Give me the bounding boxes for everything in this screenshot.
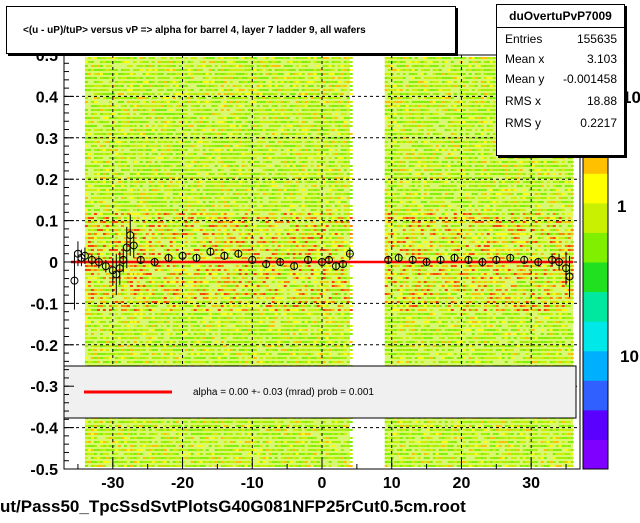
palette-swatch — [583, 173, 608, 204]
profile-point — [276, 258, 285, 266]
chart-title-box: <(u - uP)/tuP> versus vP => alpha for ba… — [6, 6, 456, 54]
profile-points — [70, 214, 574, 310]
profile-point — [318, 258, 326, 266]
palette-label-1: 1 — [617, 197, 626, 216]
y-tick-label: 0.4 — [36, 89, 58, 106]
profile-point — [478, 258, 487, 266]
y-tick-label: -0.2 — [30, 338, 58, 355]
y-tick-label: -0.4 — [30, 421, 58, 438]
profile-point — [450, 253, 459, 262]
palette-swatch — [583, 232, 608, 263]
profile-point — [192, 253, 201, 262]
profile-point — [94, 258, 103, 266]
profile-point — [436, 255, 445, 264]
profile-point — [331, 262, 340, 271]
profile-point — [262, 260, 271, 269]
palette-swatch — [583, 262, 608, 293]
x-tick-label: -10 — [241, 475, 264, 492]
stat-value: 0.2217 — [580, 116, 617, 130]
y-tick-label: 0.2 — [36, 172, 58, 189]
y-tick-label: 0.3 — [36, 131, 58, 148]
palette-swatch — [583, 321, 608, 352]
stats-box: duOvertuPvP7009 Entries 155635 Mean x 3.… — [496, 4, 625, 156]
x-tick-label: 10 — [383, 475, 401, 492]
palette-swatch — [583, 439, 608, 470]
palette-swatch — [583, 202, 608, 233]
stat-key: Mean x — [505, 52, 545, 66]
y-tick-label: -0.1 — [30, 296, 58, 313]
profile-point — [506, 253, 515, 262]
palette-label-10-top: 10 — [622, 88, 640, 107]
profile-point — [220, 251, 229, 260]
x-tick-label: 20 — [453, 475, 471, 492]
profile-point — [338, 260, 347, 269]
profile-point — [129, 241, 138, 250]
profile-point — [345, 249, 354, 258]
profile-point — [394, 253, 403, 262]
stat-row-rms-x: RMS x 18.88 — [505, 91, 617, 111]
palette-swatch — [583, 409, 608, 440]
palette-label-10: 10 — [620, 347, 639, 366]
y-tick-label: 0 — [49, 255, 58, 272]
chart-title: <(u - uP)/tuP> versus vP => alpha for ba… — [23, 25, 366, 36]
x-tick-label: -30 — [101, 475, 124, 492]
profile-point — [304, 255, 313, 264]
profile-point — [234, 249, 243, 258]
y-tick-label: -0.5 — [30, 462, 58, 479]
stat-row-mean-y: Mean y -0.001458 — [505, 69, 617, 89]
y-tick-label: -0.3 — [30, 379, 58, 396]
profile-point — [422, 258, 431, 266]
fit-legend-label: alpha = 0.00 +- 0.03 (mrad) prob = 0.001 — [193, 387, 374, 398]
axes: -30 -20 -10 0 10 20 30 -0.5 -0.4 -0.3 -0.2 -0.1 0 0.1… — [30, 48, 567, 492]
profile-point — [164, 253, 173, 262]
palette-swatch — [583, 380, 608, 411]
palette-swatch — [583, 350, 608, 381]
stat-key: Mean y — [505, 72, 545, 86]
profile-point — [324, 255, 333, 264]
profile-point — [150, 258, 159, 266]
palette-swatch — [583, 291, 608, 322]
profile-point — [464, 255, 473, 264]
profile-point — [87, 255, 96, 264]
profile-point — [548, 255, 557, 264]
profile-point — [136, 255, 145, 264]
profile-point — [565, 272, 574, 281]
y-tick-label: 0.1 — [36, 214, 58, 231]
profile-point — [384, 255, 393, 264]
stat-row-entries: Entries 155635 — [505, 29, 617, 49]
stat-key: RMS y — [505, 116, 541, 130]
profile-point — [70, 276, 79, 285]
stat-row-rms-y: RMS y 0.2217 — [505, 113, 617, 133]
stat-value: -0.001458 — [562, 72, 617, 86]
profile-point — [248, 255, 257, 264]
stat-value: 18.88 — [586, 94, 617, 108]
profile-point — [555, 258, 564, 266]
stat-key: RMS x — [505, 94, 541, 108]
stat-value: 3.103 — [586, 52, 617, 66]
stat-value: 155635 — [576, 32, 617, 46]
stat-key: Entries — [505, 32, 543, 46]
profile-point — [206, 247, 215, 256]
profile-point — [290, 262, 299, 271]
profile-point — [101, 262, 110, 271]
x-tick-label: 30 — [522, 475, 540, 492]
stats-name: duOvertuPvP7009 — [497, 5, 624, 28]
profile-point — [408, 255, 417, 264]
profile-point — [534, 258, 543, 266]
x-tick-label: 0 — [318, 475, 327, 492]
x-tick-label: -20 — [171, 475, 194, 492]
stat-row-mean-x: Mean x 3.103 — [505, 49, 617, 69]
profile-point — [178, 251, 187, 260]
profile-point — [80, 251, 89, 260]
profile-point — [492, 255, 501, 264]
file-path-footer: ut/Pass50_TpcSsdSvtPlotsG40G081NFP25rCut… — [0, 497, 466, 516]
profile-point — [520, 255, 529, 264]
fit-legend-panel: alpha = 0.00 +- 0.03 (mrad) prob = 0.001 — [63, 365, 577, 419]
